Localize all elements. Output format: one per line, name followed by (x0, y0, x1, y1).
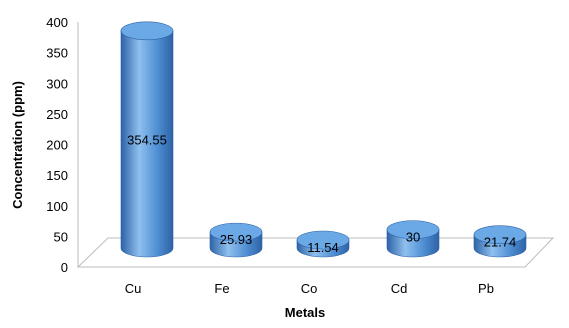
x-tick-labels: Cu Fe Co Cd Pb (125, 281, 494, 296)
bar-top (296, 230, 350, 250)
x-axis-title: Metals (285, 305, 325, 320)
y-tick-label: 400 (46, 15, 68, 30)
data-label: 21.74 (484, 235, 517, 250)
y-tick-label: 100 (46, 199, 68, 214)
bar-top (386, 220, 440, 239)
y-tick-label: 0 (61, 260, 68, 275)
x-tick-label: Pb (478, 281, 494, 296)
bar-top (120, 21, 174, 41)
y-tick-label: 200 (46, 138, 68, 153)
y-axis-title: Concentration (ppm) (10, 81, 25, 209)
data-label: 25.93 (220, 232, 253, 247)
y-tick-label: 50 (54, 229, 68, 244)
bar-body (120, 30, 174, 258)
bar-cu (120, 21, 174, 258)
x-tick-label: Co (301, 281, 318, 296)
y-tick-labels: 0 50 100 150 200 250 300 350 400 (46, 15, 68, 275)
y-tick-label: 350 (46, 46, 68, 61)
bar-cd (386, 220, 440, 258)
bar-pb (473, 225, 527, 258)
y-tick-label: 150 (46, 168, 68, 183)
x-tick-label: Fe (214, 281, 229, 296)
bars (120, 21, 527, 258)
x-tick-label: Cd (391, 281, 408, 296)
y-tick-label: 300 (46, 76, 68, 91)
y-tick-label: 250 (46, 107, 68, 122)
bar-co (296, 230, 350, 258)
bar-top (209, 222, 263, 242)
bar-top (473, 225, 527, 244)
bar-fe (209, 222, 263, 258)
data-labels: 354.55 25.93 11.54 30 21.74 (127, 132, 516, 255)
data-label: 11.54 (307, 240, 339, 255)
data-label: 30 (406, 230, 420, 245)
x-tick-label: Cu (125, 281, 142, 296)
data-label: 354.55 (127, 132, 167, 147)
